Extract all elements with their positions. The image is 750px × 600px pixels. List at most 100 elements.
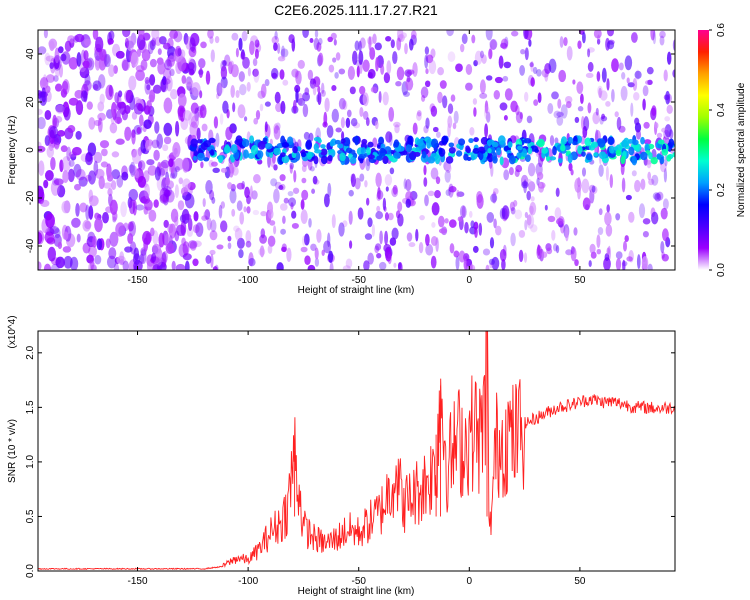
spectrogram-blob [397, 213, 404, 227]
spectrogram-blob [124, 105, 131, 114]
spectrogram-blob [387, 212, 394, 221]
spectrogram-blob [133, 264, 139, 270]
spectrogram-blob [424, 46, 430, 55]
spectrogram-blob [501, 259, 506, 270]
spectrogram-blob [220, 201, 226, 209]
spectrogram-blob [310, 243, 317, 252]
x-tick-label: -150 [128, 275, 148, 286]
spectrogram-blob [519, 64, 525, 76]
spectrogram-blob [384, 174, 393, 186]
spectrogram-blob [295, 88, 299, 104]
spectrogram-blob [365, 158, 371, 172]
spectrogram-blob [628, 211, 635, 223]
spectrogram-blob [97, 101, 105, 112]
spectrogram-blob [163, 219, 169, 228]
spectrogram-blob [334, 139, 341, 145]
spectrogram-blob [48, 38, 58, 50]
spectrogram-blob [61, 156, 71, 172]
spectrogram-blob [387, 253, 392, 265]
spectrogram-blob [187, 62, 195, 71]
spectrogram-blob [430, 138, 439, 149]
spectrogram-blob [182, 178, 191, 191]
bottom-axes: -150 -100 -50 0 50 0.0 0.5 1.0 1.5 2.0 [25, 331, 675, 587]
spectrogram-blob [465, 145, 470, 152]
y-tick-label: 2.0 [25, 345, 36, 359]
spectrogram-blob [507, 141, 513, 148]
spectrogram-blob [128, 75, 137, 91]
spectrogram-blob [363, 260, 370, 270]
spectrogram-blob [211, 196, 216, 204]
spectrogram-blob [651, 148, 657, 160]
spectrogram-blob [473, 221, 479, 230]
spectrogram-blob [279, 69, 285, 80]
spectrogram-blob [375, 172, 382, 188]
spectrogram-blob [214, 264, 219, 270]
spectrogram-blob [83, 50, 89, 61]
spectrogram-blob [410, 30, 417, 40]
spectrogram-blob [238, 37, 243, 51]
spectrogram-blob [491, 141, 499, 148]
spectrogram-blob [181, 208, 190, 224]
spectrogram-blob [430, 105, 438, 117]
spectrogram-blob [423, 177, 428, 187]
spectrogram-blob [63, 106, 71, 121]
spectrogram-blob [50, 157, 56, 171]
spectrogram-blob [666, 51, 672, 65]
spectrogram-blob [524, 211, 529, 219]
spectrogram-blob [479, 79, 486, 94]
y-tick-label: 1.5 [25, 400, 36, 414]
spectrogram-blob [348, 153, 353, 159]
spectrogram-blob [115, 50, 125, 59]
spectrogram-blob [214, 35, 220, 44]
spectrogram-blob [468, 138, 474, 144]
spectrogram-blob [94, 254, 102, 265]
spectrogram-blob [162, 75, 167, 86]
spectrogram-blob [560, 144, 566, 152]
spectrogram-blob [267, 235, 276, 247]
spectrogram-blob [596, 38, 601, 45]
spectrogram-blob [236, 237, 245, 249]
spectrogram-blob [364, 233, 373, 240]
spectrogram-blob [359, 37, 366, 49]
spectrogram-blob [220, 220, 228, 233]
spectrogram-blob [668, 138, 675, 148]
spectrogram-blob [359, 106, 364, 118]
spectrogram-blob [553, 110, 562, 119]
spectrogram-blob [438, 147, 443, 155]
spectrogram-blob [138, 161, 143, 170]
spectrogram-blob [144, 79, 151, 95]
spectrogram-blob [581, 167, 587, 177]
spectrogram-blob [672, 152, 675, 158]
spectrogram-blob [447, 103, 454, 114]
spectrogram-blob [151, 30, 160, 40]
spectrogram-blob [393, 262, 397, 268]
spectrogram-blob [156, 133, 164, 149]
spectrogram-blob [264, 121, 268, 133]
spectrogram-blob [209, 230, 218, 241]
spectrogram-blob [503, 115, 508, 121]
spectrogram-blob [530, 196, 535, 202]
spectrogram-blob [528, 39, 532, 47]
spectrogram-blob [67, 168, 75, 183]
spectrogram-blob [229, 60, 235, 71]
spectrogram-blob [327, 36, 333, 43]
spectrogram-blob [611, 88, 615, 103]
spectrogram-blob [74, 33, 85, 43]
spectrogram-blob [367, 68, 376, 79]
spectrogram-blob [660, 162, 667, 173]
spectrogram-blob [60, 53, 67, 62]
spectrogram-blob [249, 40, 255, 56]
top-y-axis-label: Frequency (Hz) [7, 116, 18, 185]
spectrogram-blob [228, 162, 234, 178]
spectrogram-blob [484, 123, 489, 138]
spectrogram-blob [663, 129, 670, 140]
spectrogram-blob [590, 185, 598, 195]
spectrogram-blob [376, 144, 382, 149]
spectrogram-blob [659, 30, 666, 39]
spectrogram-blob [611, 58, 619, 73]
spectrogram-blob [383, 72, 391, 84]
spectrogram-blob [582, 31, 586, 44]
spectrogram-blob [625, 194, 632, 201]
spectrogram-blob [99, 140, 110, 149]
spectrogram-blob [259, 245, 265, 258]
